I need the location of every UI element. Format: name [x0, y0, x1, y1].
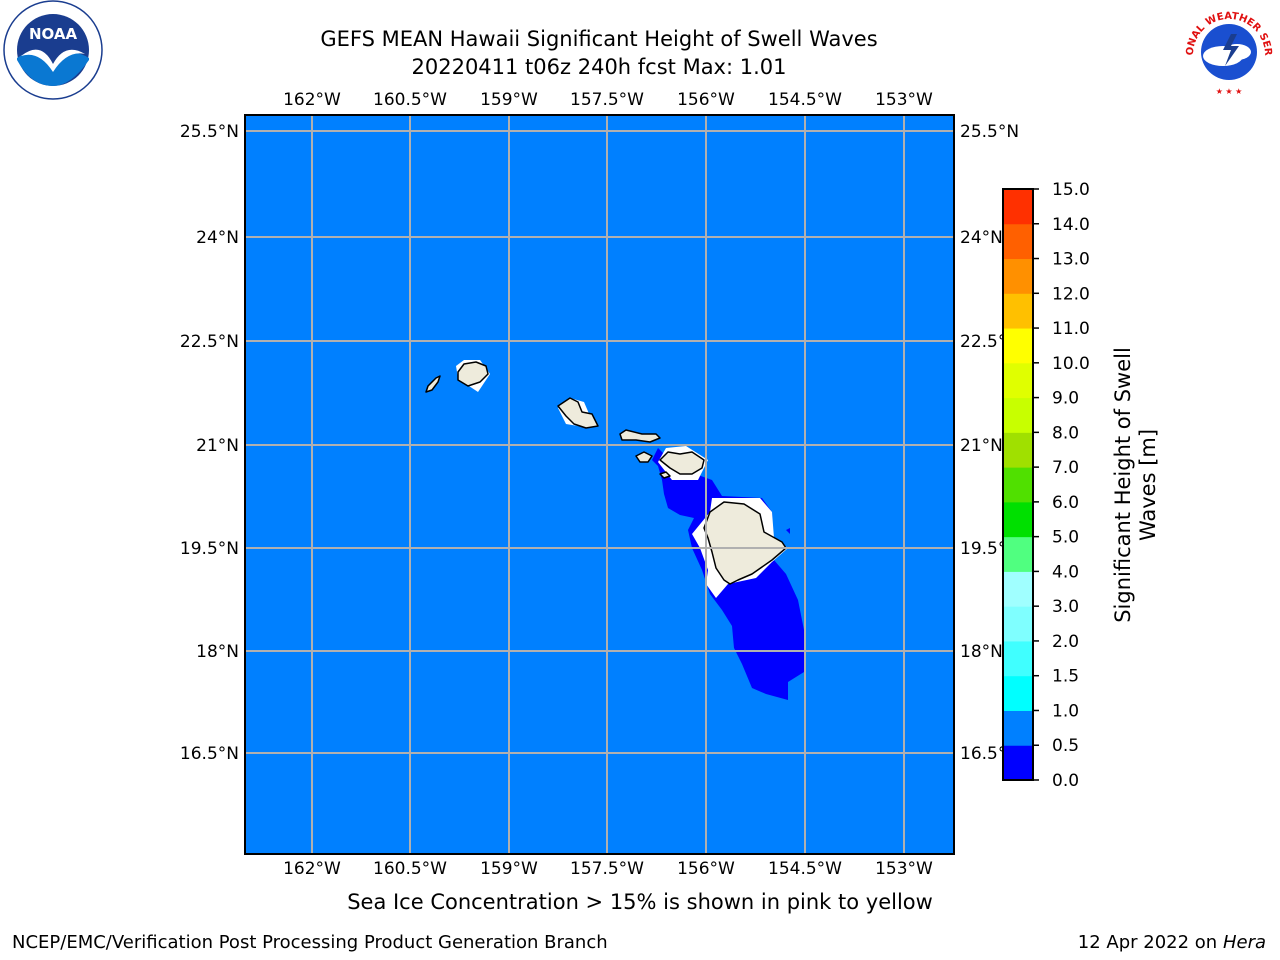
island-maui	[659, 451, 705, 475]
lat-tick-right: 21°N	[960, 436, 1003, 456]
colorbar-tick-label: 0.0	[1052, 771, 1079, 791]
colorbar	[1002, 188, 1034, 781]
colorbar-tick-label: 1.0	[1052, 701, 1079, 721]
lon-tick-bottom: 162°W	[283, 859, 341, 879]
island-oahu	[557, 397, 599, 429]
colorbar-tick-label: 13.0	[1052, 250, 1090, 270]
colorbar-tick-label: 0.5	[1052, 736, 1079, 756]
lon-tick-top: 157.5°W	[570, 90, 644, 110]
island-kauai	[457, 361, 489, 387]
colorbar-swatch	[1003, 710, 1033, 746]
colorbar-tick-label: 15.0	[1052, 180, 1090, 200]
lon-tick-top: 160.5°W	[373, 90, 447, 110]
colorbar-swatch	[1003, 362, 1033, 399]
lon-tick-bottom: 160.5°W	[373, 859, 447, 879]
lon-tick-bottom: 157.5°W	[570, 859, 644, 879]
lon-tick-top: 159°W	[480, 90, 538, 110]
colorbar-swatch	[1003, 745, 1033, 781]
lon-labels-top: 162°W 160.5°W 159°W 157.5°W 156°W 154.5°W 153°…	[283, 90, 933, 110]
colorbar-tick-label: 2.0	[1052, 632, 1079, 652]
islands	[425, 361, 787, 585]
lon-tick-top: 156°W	[677, 90, 735, 110]
colorbar-label: Significant Height of SwellWaves [m]	[1111, 347, 1160, 623]
colorbar-tick-label: 11.0	[1052, 319, 1090, 339]
lon-tick-top: 154.5°W	[768, 90, 842, 110]
caption: Sea Ice Concentration > 15% is shown in …	[347, 890, 933, 914]
colorbar-frame	[1002, 188, 1034, 781]
lat-tick-right: 24°N	[960, 228, 1003, 248]
lon-tick-top: 162°W	[283, 90, 341, 110]
colorbar-tick-label: 4.0	[1052, 562, 1079, 582]
footer-date-text: 12 Apr 2022 on	[1077, 932, 1223, 953]
colorbar-swatch	[1003, 536, 1033, 572]
colorbar-tick-label: 14.0	[1052, 215, 1090, 235]
nws-logo: NATIONAL WEATHER SERVICE ★ ★ ★	[1179, 0, 1276, 97]
lat-tick-left: 25.5°N	[180, 122, 239, 142]
footer-branch: NCEP/EMC/Verification Post Processing Pr…	[12, 932, 608, 953]
lon-tick-bottom: 153°W	[875, 859, 933, 879]
lat-tick-left: 18°N	[196, 642, 239, 662]
footer-host: Hera	[1222, 932, 1266, 953]
colorbar-tick-label: 6.0	[1052, 493, 1079, 513]
colorbar-label-line2: Waves [m]	[1136, 429, 1160, 541]
lon-labels-bottom: 162°W 160.5°W 159°W 157.5°W 156°W 154.5°W 153°…	[283, 859, 933, 879]
noaa-logo-text: NOAA	[29, 25, 78, 43]
noaa-logo: NOAA	[3, 0, 103, 100]
lon-tick-bottom: 156°W	[677, 859, 735, 879]
lat-tick-right: 18°N	[960, 642, 1003, 662]
footer-date: 12 Apr 2022 on Hera	[1078, 932, 1266, 953]
colorbar-tick-label: 9.0	[1052, 389, 1079, 409]
island-lanai	[635, 451, 653, 463]
colorbar-tick-labels: 0.0 0.5 1.0 1.5 2.0 3.0 4.0 5.0 6.0 7.0 8.0 9.0 10.0…	[1033, 180, 1090, 791]
island-niihau	[425, 375, 441, 393]
lat-tick-left: 22.5°N	[180, 332, 239, 352]
colorbar-tick-label: 1.5	[1052, 667, 1079, 687]
lon-tick-top: 153°W	[875, 90, 933, 110]
colorbar-swatch	[1003, 640, 1033, 677]
colorbar-swatch	[1003, 501, 1033, 538]
map-frame	[244, 114, 955, 855]
lat-tick-left: 21°N	[196, 436, 239, 456]
colorbar-swatch	[1003, 606, 1033, 642]
chart-subtitle: 20220411 t06z 240h fcst Max: 1.01	[411, 55, 787, 79]
colorbar-swatch	[1003, 328, 1033, 364]
colorbar-swatch	[1003, 258, 1033, 294]
ocean-area	[245, 115, 954, 854]
colorbar-swatch	[1003, 467, 1033, 503]
colorbar-swatch	[1003, 397, 1033, 433]
colorbar-swatch	[1003, 189, 1033, 225]
lat-lon-grid	[245, 115, 954, 854]
lat-tick-left: 19.5°N	[180, 539, 239, 559]
lat-tick-left: 24°N	[196, 228, 239, 248]
colorbar-swatch	[1003, 675, 1033, 711]
colorbar-label-line1: Significant Height of Swell	[1111, 347, 1135, 623]
colorbar-tick-label: 3.0	[1052, 597, 1079, 617]
colorbar-tick-label: 5.0	[1052, 528, 1079, 548]
colorbar-swatch	[1003, 223, 1033, 260]
colorbar-swatch	[1003, 432, 1033, 468]
island-molokai	[619, 429, 661, 443]
colorbar-tick-label: 8.0	[1052, 423, 1079, 443]
lat-tick-right: 25.5°N	[960, 122, 1019, 142]
low-swell-region-small	[786, 528, 790, 534]
svg-text:★ ★ ★: ★ ★ ★	[1216, 87, 1243, 96]
colorbar-swatch	[1003, 571, 1033, 607]
colorbar-tick-label: 12.0	[1052, 284, 1090, 304]
lat-tick-left: 16.5°N	[180, 744, 239, 764]
colorbar-swatch	[1003, 293, 1033, 329]
lon-tick-bottom: 159°W	[480, 859, 538, 879]
colorbar-tick-label: 10.0	[1052, 354, 1090, 374]
colorbar-tick-label: 7.0	[1052, 458, 1079, 478]
island-kahoolawe	[659, 471, 671, 479]
chart-title: GEFS MEAN Hawaii Significant Height of S…	[320, 27, 878, 51]
lat-labels-left: 25.5°N 24°N 22.5°N 21°N 19.5°N 18°N 16.5°N	[180, 122, 239, 764]
lon-tick-bottom: 154.5°W	[768, 859, 842, 879]
